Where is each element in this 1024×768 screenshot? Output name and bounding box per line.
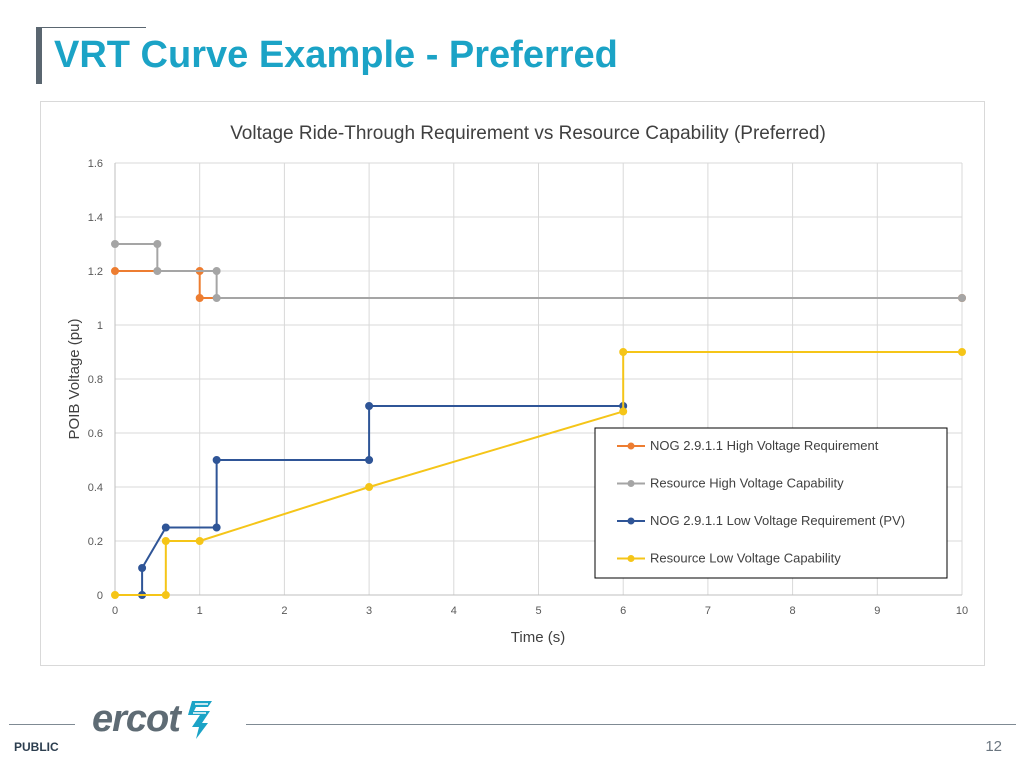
slide-title: VRT Curve Example - Preferred: [54, 34, 618, 76]
legend-label: Resource High Voltage Capability: [650, 476, 844, 491]
legend-marker: [627, 480, 635, 487]
data-point: [161, 537, 170, 545]
legend-marker: [627, 555, 635, 562]
legend-box: [594, 427, 948, 579]
legend-marker: [627, 517, 635, 525]
legend-item: Resource Low Voltage Capability: [617, 551, 841, 566]
x-tick-label: 8: [790, 605, 796, 617]
chart-series: [111, 240, 966, 599]
y-tick-label: 0.4: [88, 482, 103, 494]
data-point: [153, 267, 162, 275]
x-axis-label: Time (s): [511, 629, 565, 646]
page-number: 12: [985, 738, 1002, 755]
y-tick-label: 0.2: [88, 536, 103, 548]
legend-label: Resource Low Voltage Capability: [650, 551, 841, 566]
x-tick-label: 4: [451, 605, 457, 617]
footer-divider-left: [9, 724, 75, 725]
data-point: [111, 240, 119, 248]
data-point: [958, 294, 966, 302]
x-tick-label: 5: [535, 605, 541, 617]
data-point: [619, 407, 628, 416]
x-tick-label: 10: [956, 605, 968, 617]
series-2: [111, 240, 966, 302]
x-tick-label: 3: [366, 605, 372, 617]
y-tick-label: 0.8: [88, 374, 103, 386]
legend-item: Resource High Voltage Capability: [617, 476, 844, 491]
y-tick-label: 1.6: [88, 158, 103, 170]
data-point: [212, 294, 221, 302]
x-tick-label: 6: [620, 605, 626, 617]
x-tick-label: 0: [112, 605, 118, 617]
data-point: [161, 591, 170, 599]
chart-frame: Voltage Ride-Through Requirement vs Reso…: [40, 101, 985, 666]
data-point: [619, 348, 628, 356]
series-line: [141, 405, 624, 595]
chart-title: Voltage Ride-Through Requirement vs Reso…: [230, 123, 826, 144]
x-tick-label: 2: [281, 605, 287, 617]
x-tick-label: 9: [874, 605, 880, 617]
data-point: [138, 564, 147, 572]
data-point: [195, 294, 204, 302]
legend-item: NOG 2.9.1.1 Low Voltage Requirement (PV): [617, 513, 905, 528]
data-point: [153, 240, 162, 248]
data-point: [212, 267, 221, 275]
data-point: [161, 523, 170, 532]
data-point: [111, 267, 119, 275]
series-line: [115, 351, 962, 596]
data-point: [365, 402, 374, 410]
data-point: [212, 456, 221, 464]
data-point: [212, 523, 221, 532]
title-accent-bar: [36, 28, 42, 84]
data-point: [958, 348, 966, 356]
legend-marker: [627, 442, 635, 450]
y-tick-label: 1.4: [88, 212, 103, 224]
series-line: [115, 243, 962, 299]
ercot-logo: ercot: [92, 697, 218, 741]
data-point: [365, 456, 374, 464]
footer-divider-right: [246, 724, 1016, 725]
series-4: [111, 348, 966, 599]
vrt-chart: Voltage Ride-Through Requirement vs Reso…: [66, 123, 968, 646]
chart-tick-labels: 0 0.2 0.4 0.6 0.8 1 1.2 1.4 1.6 0 1 2 3 4 5 6 7 8 9 10: [88, 158, 968, 617]
title-accent-line: [36, 27, 146, 28]
y-axis-label: POIB Voltage (pu): [66, 319, 83, 440]
y-tick-label: 0.6: [88, 428, 103, 440]
data-point: [195, 537, 204, 545]
legend-label: NOG 2.9.1.1 High Voltage Requirement: [650, 438, 879, 453]
classification-label: PUBLIC: [14, 740, 59, 754]
x-tick-label: 7: [705, 605, 711, 617]
data-point: [111, 591, 119, 599]
chart-axes: [114, 163, 962, 596]
y-tick-label: 1.2: [88, 266, 103, 278]
data-point: [365, 483, 374, 491]
y-tick-label: 0: [97, 590, 103, 602]
legend-item: NOG 2.9.1.1 High Voltage Requirement: [617, 438, 879, 453]
series-3: [138, 402, 628, 599]
logo-wordmark: ercot: [92, 698, 181, 740]
x-tick-label: 1: [197, 605, 203, 617]
y-tick-label: 1: [97, 320, 103, 332]
chart-legend: NOG 2.9.1.1 High Voltage Requirement Reso…: [594, 427, 948, 579]
lightning-bolt-icon: [187, 701, 212, 739]
legend-label: NOG 2.9.1.1 Low Voltage Requirement (PV): [650, 513, 905, 528]
